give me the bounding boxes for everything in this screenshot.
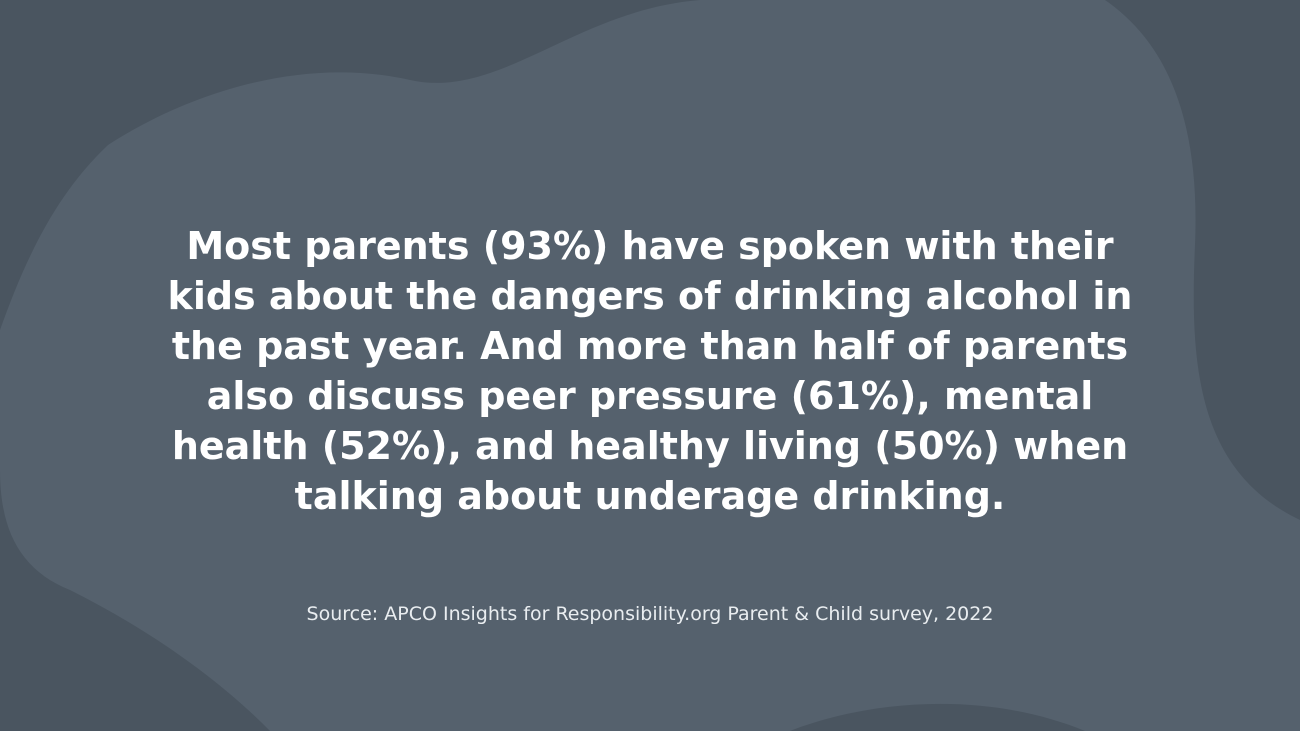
source-citation: Source: APCO Insights for Responsibility… [306, 603, 994, 625]
headline-statement: Most parents (93%) have spoken with thei… [167, 224, 1133, 518]
